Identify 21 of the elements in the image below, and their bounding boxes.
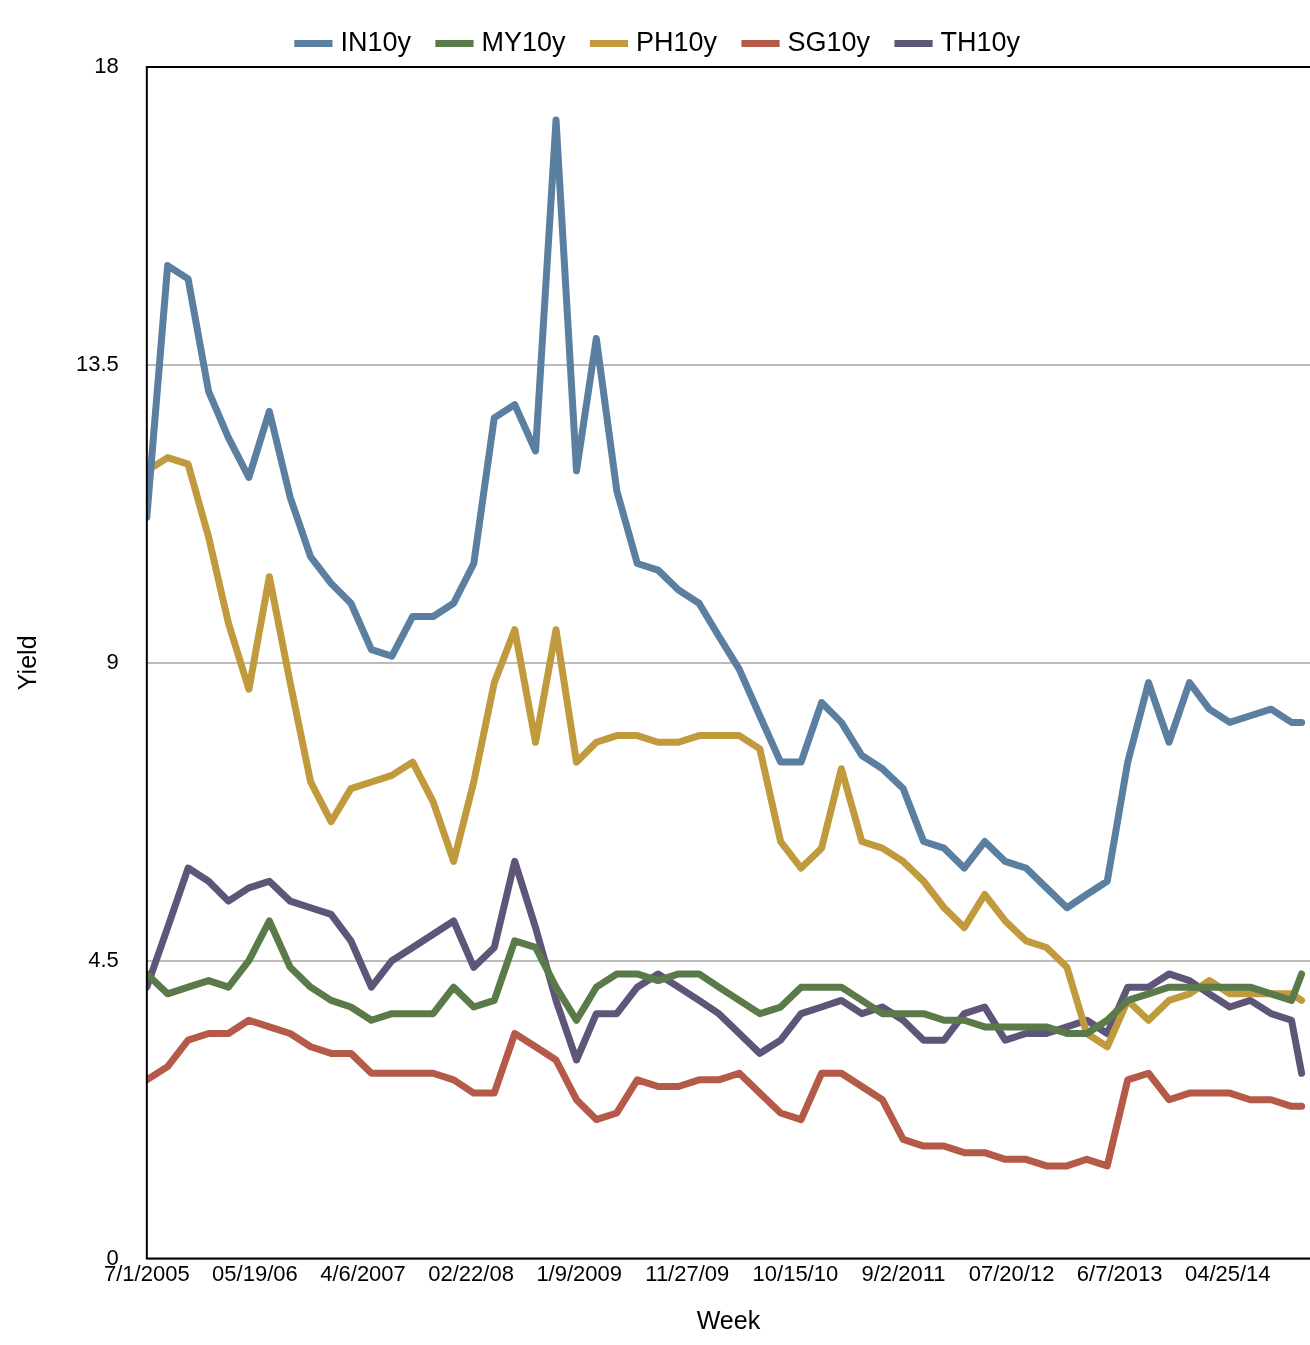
legend-label: TH10y: [940, 26, 1021, 57]
x-tick-label: 05/19/06: [212, 1260, 298, 1286]
y-tick-label: 4.5: [88, 946, 119, 972]
x-tick-label: 04/25/14: [1184, 1260, 1271, 1286]
y-axis-title: Yield: [12, 635, 41, 691]
x-tick-label: 1/9/2009: [536, 1260, 623, 1286]
x-tick-label: 10/15/10: [752, 1260, 839, 1286]
x-tick-label: 02/22/08: [428, 1260, 514, 1286]
legend-label: SG10y: [787, 26, 871, 57]
y-tick-label: 9: [106, 648, 119, 674]
y-tick-label: 13.5: [75, 350, 119, 376]
x-tick-label: 6/7/2013: [1076, 1260, 1163, 1286]
legend-label: MY10y: [481, 26, 566, 57]
legend-label: PH10y: [635, 26, 718, 57]
y-tick-label: 18: [94, 53, 119, 79]
x-tick-label: 07/20/12: [968, 1260, 1055, 1286]
legend-label: IN10y: [340, 26, 412, 57]
x-tick-label: 9/2/2011: [861, 1260, 946, 1286]
x-axis-title: Week: [696, 1305, 761, 1334]
x-tick-label: 11/27/09: [645, 1260, 730, 1286]
x-tick-label: 4/6/2007: [320, 1260, 406, 1286]
